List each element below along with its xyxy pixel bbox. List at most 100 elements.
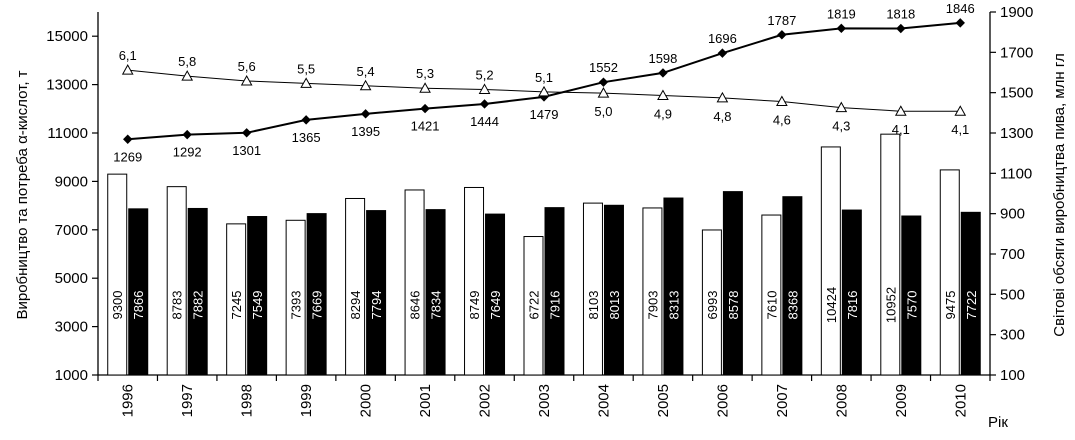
line-value-label: 1787 (767, 13, 796, 28)
line-value-label: 5,6 (238, 59, 256, 74)
y2-axis-title: Світові обсяги виробництва пива, млн гл (1051, 53, 1068, 337)
bar-value-label: 6722 (527, 291, 542, 320)
bar (582, 202, 603, 376)
line-value-label: 5,0 (594, 104, 612, 119)
triangle-point (894, 105, 907, 116)
diamond-point (896, 23, 906, 34)
bar-value-label: 7866 (131, 291, 146, 320)
bar-value-label: 7669 (310, 291, 325, 320)
bar-value-label: 7903 (645, 291, 660, 320)
x-tick-label: 1999 (298, 384, 315, 417)
y2-tick-label: 1500 (1000, 85, 1033, 102)
bar-value-label: 7245 (229, 291, 244, 320)
bar (603, 204, 624, 376)
bar (701, 229, 722, 376)
bar-value-label: 8103 (586, 291, 601, 320)
bar-value-label: 8783 (170, 291, 185, 320)
diamond-point (955, 18, 965, 28)
bar-value-label: 8749 (467, 291, 482, 320)
bar-value-label: 7882 (191, 291, 206, 320)
diamond-point (360, 109, 371, 119)
diamond-point (777, 30, 787, 40)
x-tick-label: 2010 (952, 384, 969, 417)
bar (485, 213, 506, 376)
bar-value-label: 8578 (726, 291, 741, 320)
bar-value-label: 8368 (785, 291, 800, 320)
bar (523, 236, 544, 376)
x-tick-label: 1997 (179, 384, 196, 417)
diamond-point (836, 23, 847, 34)
line-value-label: 5,5 (297, 61, 315, 76)
diamond-point (123, 134, 133, 144)
bar (107, 173, 128, 376)
bar (880, 133, 901, 376)
y2-tick-label: 700 (1000, 246, 1025, 263)
line-value-label: 1301 (232, 143, 261, 158)
bar (782, 196, 803, 376)
bar-value-label: 7834 (429, 291, 444, 320)
bar-value-label: 8646 (408, 291, 423, 320)
diamond-point (420, 103, 430, 114)
bar (901, 215, 922, 376)
bar (247, 216, 268, 376)
line-value-label: 5,8 (178, 54, 196, 69)
bar-value-label: 7570 (904, 291, 919, 320)
bar-value-label: 7816 (845, 291, 860, 320)
bar (761, 214, 782, 376)
bar (306, 213, 327, 376)
bar-value-label: 8013 (607, 291, 622, 320)
y2-tick-label: 1300 (1000, 125, 1033, 142)
x-tick-label: 2005 (655, 384, 672, 417)
diamond-point (479, 99, 490, 109)
line-value-label: 1444 (470, 114, 499, 129)
bar (820, 146, 841, 376)
x-tick-label: 2002 (477, 384, 494, 417)
line-value-label: 1819 (827, 6, 856, 21)
y-axis-title: Виробництво та потреба α-кислот, т (14, 70, 31, 319)
x-tick-label: 1996 (120, 384, 137, 417)
bar-value-label: 9300 (110, 291, 125, 320)
bar (366, 210, 387, 376)
line-value-label: 5,2 (475, 67, 493, 82)
line-value-label: 5,3 (416, 66, 434, 81)
y-tick-label: 11000 (47, 125, 88, 142)
y2-tick-label: 1700 (1000, 44, 1033, 61)
bar-value-label: 7649 (488, 291, 503, 320)
bar (166, 186, 187, 376)
bar (128, 208, 149, 376)
line-value-label: 1846 (946, 1, 975, 16)
y-tick-label: 13000 (46, 77, 88, 94)
y-tick-label: 7000 (55, 222, 88, 239)
bar-value-label: 10424 (824, 287, 839, 323)
y-tick-label: 9000 (55, 173, 88, 190)
triangle-point (300, 77, 312, 88)
y2-tick-label: 500 (1000, 286, 1025, 303)
diamond-point (182, 129, 192, 140)
triangle-point (359, 79, 372, 91)
y-tick-label: 15000 (46, 28, 88, 45)
y2-tick-label: 1100 (1000, 165, 1032, 182)
line-value-label: 4,6 (773, 113, 791, 128)
line-value-label: 6,1 (119, 48, 137, 63)
y2-tick-label: 100 (1000, 367, 1025, 384)
x-tick-label: 2008 (833, 384, 850, 417)
diamond-point (717, 48, 728, 58)
line-value-label: 4,9 (654, 106, 672, 121)
line-value-label: 5,4 (357, 64, 375, 79)
x-axis-title: Рік (988, 414, 1008, 431)
line-value-label: 1696 (708, 31, 737, 46)
line-value-label: 1552 (589, 60, 618, 75)
line-value-label: 1818 (886, 7, 915, 22)
bar (226, 223, 247, 376)
x-tick-label: 2001 (417, 384, 434, 417)
line-value-label: 1421 (411, 119, 440, 134)
line-value-label: 4,1 (892, 122, 910, 137)
bar (663, 197, 684, 376)
y2-tick-label: 300 (1000, 327, 1025, 344)
diamond-point (598, 77, 609, 87)
diamond-point (241, 128, 252, 138)
bar (642, 207, 663, 376)
bar (345, 197, 366, 376)
line-value-label: 4,3 (832, 119, 850, 134)
line-value-label: 1292 (173, 145, 202, 160)
